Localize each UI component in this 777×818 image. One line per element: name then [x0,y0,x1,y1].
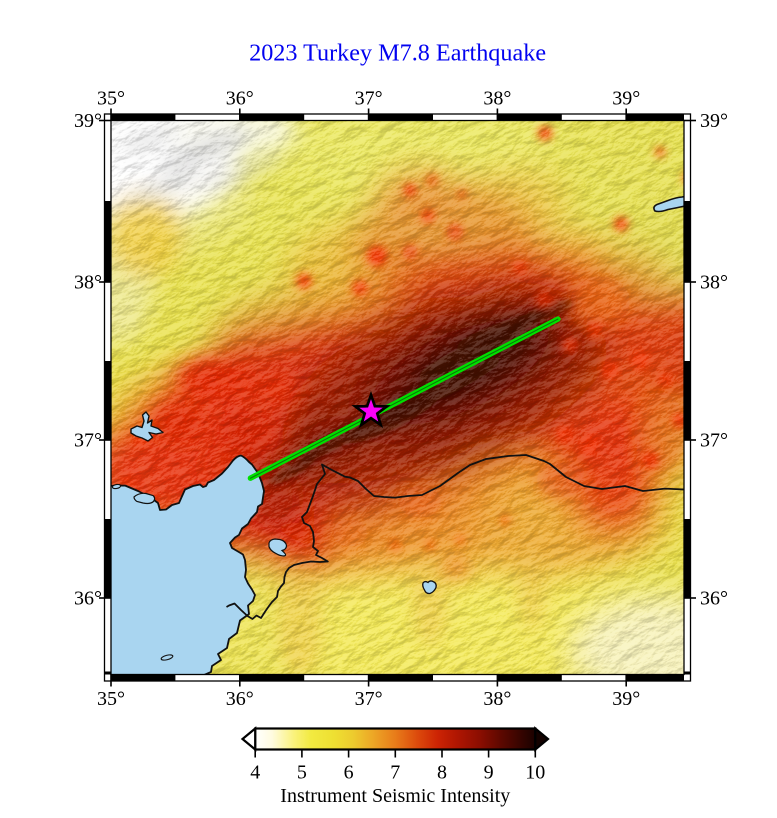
svg-text:36°: 36° [74,588,102,610]
svg-text:38°: 38° [483,688,511,710]
svg-text:39°: 39° [612,88,640,110]
svg-text:8: 8 [437,762,447,784]
svg-text:39°: 39° [74,110,102,132]
svg-text:Instrument Seismic Intensity: Instrument Seismic Intensity [280,785,510,807]
svg-text:9: 9 [484,762,494,784]
svg-text:2023 Turkey M7.8 Earthquake: 2023 Turkey M7.8 Earthquake [249,40,546,67]
svg-text:36°: 36° [226,88,254,110]
svg-text:38°: 38° [483,88,511,110]
svg-text:35°: 35° [97,688,125,710]
svg-text:36°: 36° [700,588,728,610]
svg-text:37°: 37° [355,88,383,110]
svg-text:37°: 37° [700,430,728,452]
svg-text:5: 5 [297,762,307,784]
svg-text:4: 4 [250,762,260,784]
svg-text:38°: 38° [74,272,102,294]
svg-text:39°: 39° [612,688,640,710]
svg-text:36°: 36° [226,688,254,710]
svg-text:37°: 37° [355,688,383,710]
svg-text:38°: 38° [700,272,728,294]
svg-text:37°: 37° [74,430,102,452]
svg-text:39°: 39° [700,110,728,132]
svg-text:35°: 35° [97,88,125,110]
svg-text:6: 6 [344,762,354,784]
svg-text:10: 10 [525,762,545,784]
svg-text:7: 7 [390,762,400,784]
